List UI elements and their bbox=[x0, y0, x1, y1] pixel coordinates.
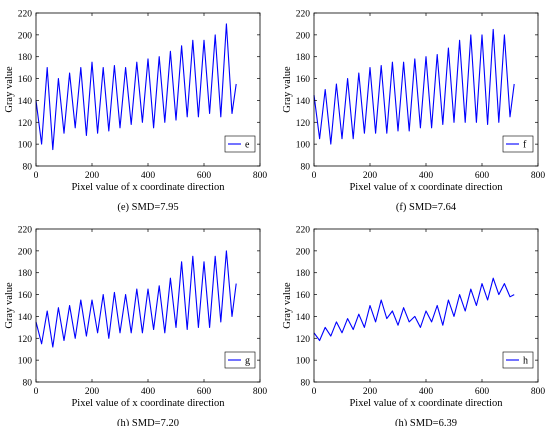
x-tick-label: 0 bbox=[312, 387, 317, 397]
y-tick-label: 160 bbox=[18, 291, 33, 301]
y-tick-label: 80 bbox=[23, 163, 33, 173]
chart-panel-h: 0 200 400 600 800 80 100 120 140 160 180 200 220 Pixe… bbox=[282, 226, 545, 426]
x-tick-label: 200 bbox=[85, 387, 100, 397]
y-tick-label: 200 bbox=[296, 31, 311, 41]
y-tick-label: 100 bbox=[296, 141, 311, 151]
panel-caption: (e) SMD=7.95 bbox=[117, 202, 178, 213]
y-tick-label: 120 bbox=[296, 119, 311, 129]
x-tick-label: 200 bbox=[363, 171, 378, 181]
chart-panel-g: 0 200 400 600 800 80 100 120 140 160 180 200 220 Pixe… bbox=[4, 226, 267, 426]
y-tick-label: 200 bbox=[18, 31, 33, 41]
y-tick-label: 80 bbox=[301, 379, 311, 389]
x-axis-label: Pixel value of x coordinate direction bbox=[349, 182, 503, 193]
series-line bbox=[313, 28, 515, 145]
x-tick-label: 400 bbox=[419, 171, 434, 181]
x-tick-label: 400 bbox=[141, 171, 156, 181]
series-line bbox=[313, 277, 515, 342]
x-tick-label: 200 bbox=[363, 387, 378, 397]
x-tick-label: 600 bbox=[475, 387, 490, 397]
x-tick-label: 400 bbox=[419, 387, 434, 397]
y-tick-label: 180 bbox=[296, 53, 311, 63]
y-tick-label: 180 bbox=[18, 53, 33, 63]
chart-panel-f: 0 200 400 600 800 80 100 120 140 160 180 200 220 Pixe… bbox=[282, 10, 545, 214]
x-axis-label: Pixel value of x coordinate direction bbox=[71, 182, 225, 193]
legend-label: g bbox=[245, 356, 250, 367]
x-tick-label: 600 bbox=[475, 171, 490, 181]
series-line bbox=[35, 250, 237, 348]
y-axis-label: Gray value bbox=[282, 66, 293, 113]
x-tick-label: 800 bbox=[531, 171, 546, 181]
x-tick-label: 200 bbox=[85, 171, 100, 181]
y-tick-label: 180 bbox=[296, 269, 311, 279]
panel-caption: (f) SMD=7.64 bbox=[396, 202, 457, 213]
panel-caption: (h) SMD=6.39 bbox=[395, 418, 457, 426]
series-line bbox=[35, 23, 237, 151]
y-axis-label: Gray value bbox=[282, 282, 293, 329]
y-tick-label: 180 bbox=[18, 269, 33, 279]
x-axis-label: Pixel value of x coordinate direction bbox=[349, 398, 503, 409]
y-tick-label: 140 bbox=[296, 313, 311, 323]
x-axis-label: Pixel value of x coordinate direction bbox=[71, 398, 225, 409]
y-tick-label: 220 bbox=[18, 10, 33, 20]
x-tick-label: 600 bbox=[197, 387, 212, 397]
x-tick-label: 0 bbox=[312, 171, 317, 181]
x-tick-label: 0 bbox=[34, 387, 39, 397]
y-tick-label: 200 bbox=[296, 247, 311, 257]
y-tick-label: 100 bbox=[18, 357, 33, 367]
x-tick-label: 800 bbox=[531, 387, 546, 397]
y-tick-label: 220 bbox=[18, 226, 33, 236]
x-tick-label: 800 bbox=[253, 171, 268, 181]
y-tick-label: 120 bbox=[18, 119, 33, 129]
x-tick-label: 600 bbox=[197, 171, 212, 181]
legend-label: e bbox=[245, 140, 250, 151]
y-tick-label: 140 bbox=[296, 97, 311, 107]
y-tick-label: 160 bbox=[296, 75, 311, 85]
y-tick-label: 100 bbox=[296, 357, 311, 367]
y-tick-label: 200 bbox=[18, 247, 33, 257]
y-tick-label: 80 bbox=[301, 163, 311, 173]
panel-caption: (h) SMD=7.20 bbox=[117, 418, 179, 426]
legend-label: h bbox=[523, 356, 528, 367]
y-tick-label: 120 bbox=[18, 335, 33, 345]
x-tick-label: 0 bbox=[34, 171, 39, 181]
y-tick-label: 220 bbox=[296, 10, 311, 20]
x-tick-label: 800 bbox=[253, 387, 268, 397]
y-tick-label: 220 bbox=[296, 226, 311, 236]
y-tick-label: 100 bbox=[18, 141, 33, 151]
y-axis-label: Gray value bbox=[4, 66, 15, 113]
y-axis-label: Gray value bbox=[4, 282, 15, 329]
y-tick-label: 80 bbox=[23, 379, 33, 389]
y-tick-label: 140 bbox=[18, 313, 33, 323]
x-tick-label: 400 bbox=[141, 387, 156, 397]
y-tick-label: 160 bbox=[296, 291, 311, 301]
chart-panel-e: 0 200 400 600 800 80 100 120 140 160 180 200 220 Pixe… bbox=[4, 10, 267, 214]
y-tick-label: 160 bbox=[18, 75, 33, 85]
y-tick-label: 120 bbox=[296, 335, 311, 345]
legend-label: f bbox=[523, 140, 527, 151]
y-tick-label: 140 bbox=[18, 97, 33, 107]
